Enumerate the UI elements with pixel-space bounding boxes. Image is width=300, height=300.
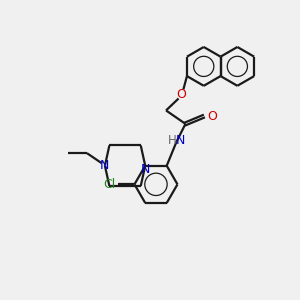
Text: N: N [100,159,110,172]
Text: N: N [176,134,185,147]
Text: Cl: Cl [103,178,115,191]
Text: H: H [168,134,176,147]
Text: O: O [207,110,217,123]
Text: N: N [140,163,150,176]
Text: O: O [176,88,186,100]
